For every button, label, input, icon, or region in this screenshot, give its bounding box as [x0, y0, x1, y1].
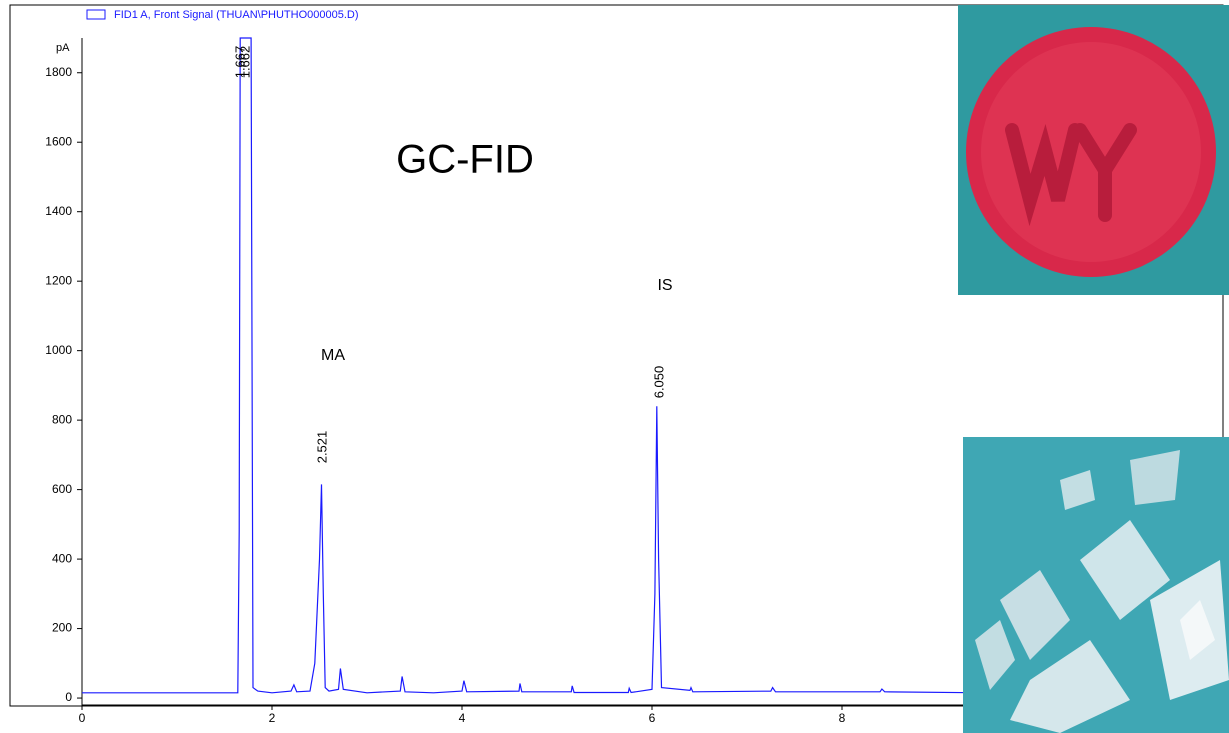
- y-tick-label: 1400: [45, 204, 72, 218]
- y-tick-label: 1200: [45, 273, 72, 287]
- signal-trace: [82, 37, 1222, 694]
- legend-text: FID1 A, Front Signal (THUAN\PHUTHO000005…: [114, 9, 359, 21]
- annotation: MA: [321, 347, 345, 364]
- peak-label: 1.662: [237, 46, 252, 79]
- x-tick-label: 8: [839, 711, 846, 725]
- crystal-photo: [963, 437, 1229, 733]
- y-tick-label: 600: [52, 482, 72, 496]
- y-unit: pA: [56, 42, 70, 54]
- y-tick-label: 400: [52, 551, 72, 565]
- peak-label: 1.667: [232, 46, 247, 79]
- x-tick-label: 0: [79, 711, 86, 725]
- y-tick-label: 1800: [45, 65, 72, 79]
- chart-title: GC-FID: [396, 138, 534, 182]
- y-tick-label: 200: [52, 621, 72, 635]
- x-tick-label: 6: [649, 711, 656, 725]
- tablet-photo: [958, 5, 1229, 295]
- y-tick-label: 1600: [45, 134, 72, 148]
- y-tick-label: 0: [65, 690, 72, 704]
- y-tick-label: 800: [52, 412, 72, 426]
- legend-swatch: [86, 9, 106, 20]
- x-tick-label: 2: [269, 711, 276, 725]
- frame: [9, 4, 1224, 707]
- y-tick-label: 1000: [45, 343, 72, 357]
- peak-label: 6.050: [651, 366, 666, 399]
- annotation: IS: [657, 277, 672, 294]
- x-tick-label: 4: [459, 711, 466, 725]
- peak-label: 2.521: [314, 431, 329, 464]
